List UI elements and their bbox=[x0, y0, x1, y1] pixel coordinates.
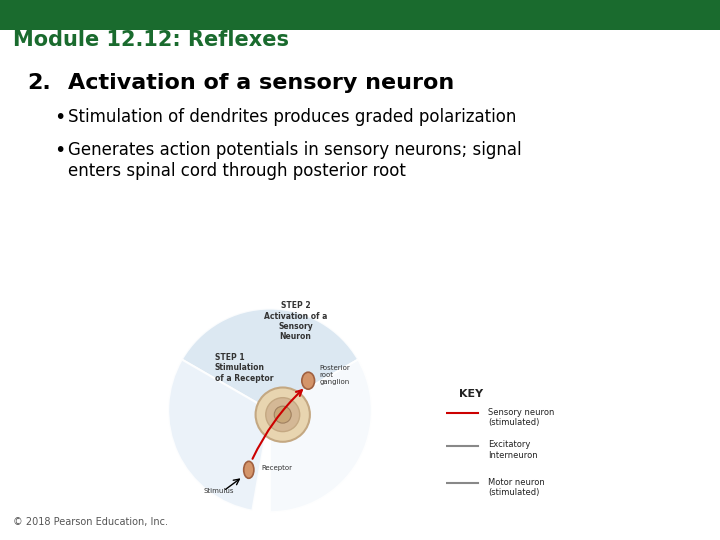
Text: Activation of a sensory neuron: Activation of a sensory neuron bbox=[68, 73, 454, 93]
Text: •: • bbox=[54, 141, 66, 160]
Text: Excitatory
Interneuron: Excitatory Interneuron bbox=[488, 440, 538, 460]
Text: Sensory neuron
(stimulated): Sensory neuron (stimulated) bbox=[488, 408, 554, 427]
Circle shape bbox=[274, 406, 291, 423]
Text: STEP 2
Activation of a
Sensory
Neuron: STEP 2 Activation of a Sensory Neuron bbox=[264, 301, 327, 341]
Text: STEP 1
Stimulation
of a Receptor: STEP 1 Stimulation of a Receptor bbox=[215, 353, 274, 383]
Circle shape bbox=[256, 388, 310, 442]
Text: •: • bbox=[54, 108, 66, 127]
Wedge shape bbox=[168, 360, 270, 511]
Text: 2.: 2. bbox=[27, 73, 51, 93]
Text: Generates action potentials in sensory neurons; signal
enters spinal cord throug: Generates action potentials in sensory n… bbox=[68, 141, 522, 180]
Text: © 2018 Pearson Education, Inc.: © 2018 Pearson Education, Inc. bbox=[13, 516, 168, 526]
Text: Receptor: Receptor bbox=[261, 465, 292, 471]
Wedge shape bbox=[182, 308, 358, 410]
Circle shape bbox=[266, 397, 300, 431]
Ellipse shape bbox=[243, 461, 254, 478]
Text: Stimulation of dendrites produces graded polarization: Stimulation of dendrites produces graded… bbox=[68, 108, 517, 126]
Text: Module 12.12: Reflexes: Module 12.12: Reflexes bbox=[13, 30, 289, 50]
Text: Motor neuron
(stimulated): Motor neuron (stimulated) bbox=[488, 478, 544, 497]
Text: Posterior
root
ganglion: Posterior root ganglion bbox=[319, 364, 350, 385]
Text: Stimulus: Stimulus bbox=[204, 488, 234, 494]
Ellipse shape bbox=[302, 372, 315, 389]
Wedge shape bbox=[270, 360, 372, 512]
Text: KEY: KEY bbox=[459, 389, 484, 399]
